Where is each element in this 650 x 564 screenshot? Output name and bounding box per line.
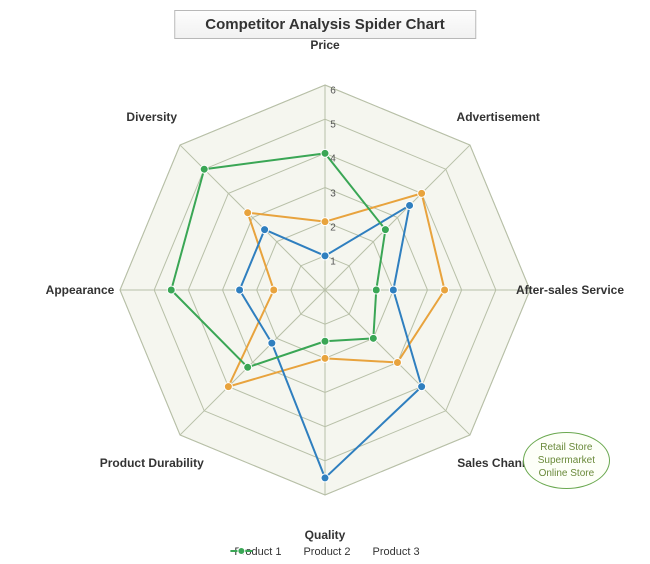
tick-label: 3 [330, 188, 336, 199]
axis-label: After-sales Service [516, 283, 624, 297]
axis-label: Product Durability [100, 456, 204, 470]
tick-label: 2 [330, 222, 336, 233]
axis-label: Advertisement [457, 110, 540, 124]
callout-line: Retail Store [538, 441, 595, 454]
spider-chart-container: Competitor Analysis Spider Chart PriceAd… [0, 0, 650, 564]
axis-label: Price [310, 38, 339, 52]
sales-channel-callout: Retail StoreSupermarketOnline Store [523, 432, 610, 489]
tick-label: 5 [330, 120, 336, 131]
callout-line: Online Store [538, 467, 595, 480]
tick-label: 4 [330, 154, 336, 165]
callout-line: Supermarket [538, 454, 595, 467]
axis-label: Diversity [126, 110, 177, 124]
legend-item: Product 3 [369, 546, 420, 558]
legend-label: Product 2 [303, 546, 350, 558]
axis-label: Quality [305, 528, 346, 542]
legend-item: Product 2 [299, 546, 350, 558]
legend: Product 1Product 2Product 3 [230, 546, 419, 558]
axis-label: Appearance [46, 283, 115, 297]
tick-label: 6 [330, 86, 336, 97]
legend-label: Product 3 [373, 546, 420, 558]
tick-label: 1 [330, 256, 336, 267]
